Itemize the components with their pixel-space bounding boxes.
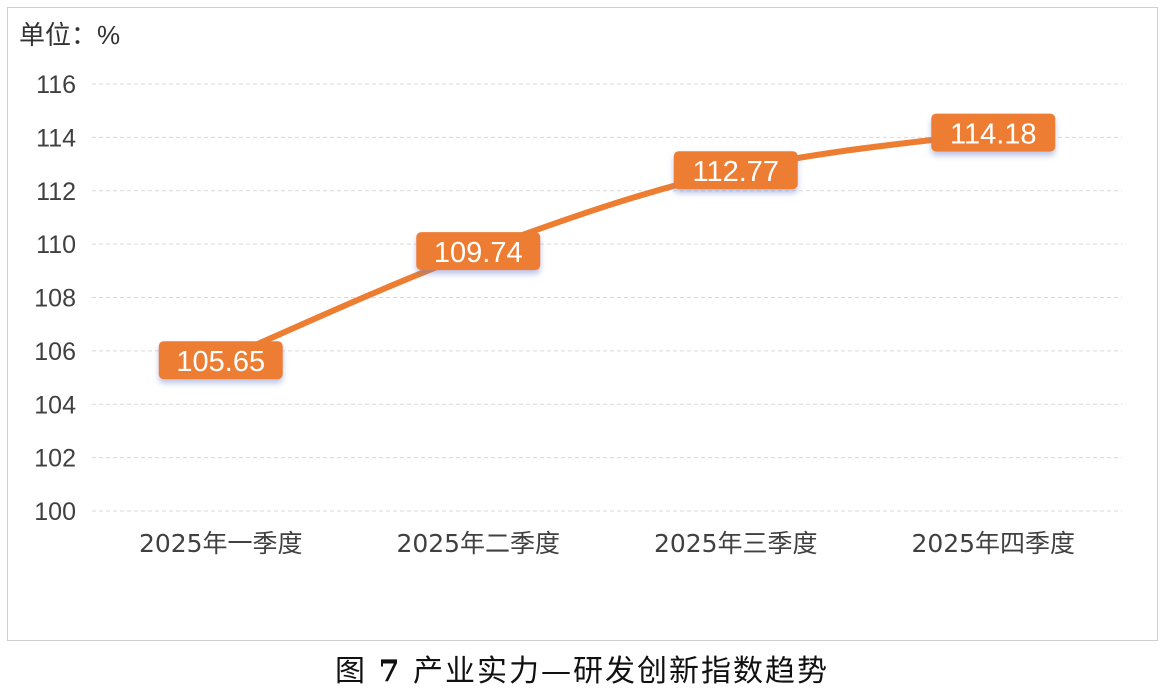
caption-title: 产业实力—研发创新指数趋势 <box>412 654 829 689</box>
y-tick-label: 112 <box>36 178 76 206</box>
y-axis-ticks: 100 102 104 106 108 110 112 114 116 <box>34 71 76 526</box>
y-tick-label: 116 <box>36 71 76 99</box>
data-label: 105.65 <box>158 341 283 380</box>
series-line <box>217 129 997 364</box>
figure-caption: 图 7 产业实力—研发创新指数趋势 <box>0 646 1164 690</box>
series-lines <box>217 129 997 364</box>
y-tick-label: 102 <box>34 445 76 473</box>
unit-label: 单位：% <box>19 20 121 50</box>
x-tick-label: 2025年三季度 <box>654 529 818 558</box>
y-tick-label: 110 <box>36 231 76 259</box>
data-label-box <box>673 151 798 190</box>
data-label-text: 114.18 <box>950 119 1037 151</box>
gridlines <box>92 83 1122 512</box>
data-label: 114.18 <box>931 113 1056 152</box>
y-tick-label: 100 <box>34 498 76 526</box>
y-tick-label: 114 <box>36 124 76 152</box>
data-label-box <box>416 232 541 271</box>
y-tick-label: 106 <box>34 338 76 366</box>
x-tick-label: 2025年二季度 <box>396 529 560 558</box>
chart-frame <box>7 7 1158 641</box>
x-axis-ticks: 2025年一季度 2025年二季度 2025年三季度 2025年四季度 <box>139 529 1075 558</box>
data-label: 109.74 <box>416 232 541 271</box>
caption-prefix: 图 <box>335 654 368 689</box>
data-label-text: 109.74 <box>434 237 523 269</box>
y-tick-label: 108 <box>34 285 76 313</box>
data-label: 112.77 <box>673 151 798 190</box>
data-labels: 105.65 109.74 112.77 114.18 <box>158 113 1056 380</box>
x-tick-label: 2025年一季度 <box>139 529 303 558</box>
data-label-text: 105.65 <box>176 346 265 378</box>
data-label-text: 112.77 <box>692 156 779 188</box>
data-label-box <box>931 113 1056 152</box>
y-tick-label: 104 <box>34 391 76 419</box>
x-tick-label: 2025年四季度 <box>911 529 1075 558</box>
caption-number: 7 <box>378 654 402 689</box>
data-label-box <box>158 341 283 380</box>
